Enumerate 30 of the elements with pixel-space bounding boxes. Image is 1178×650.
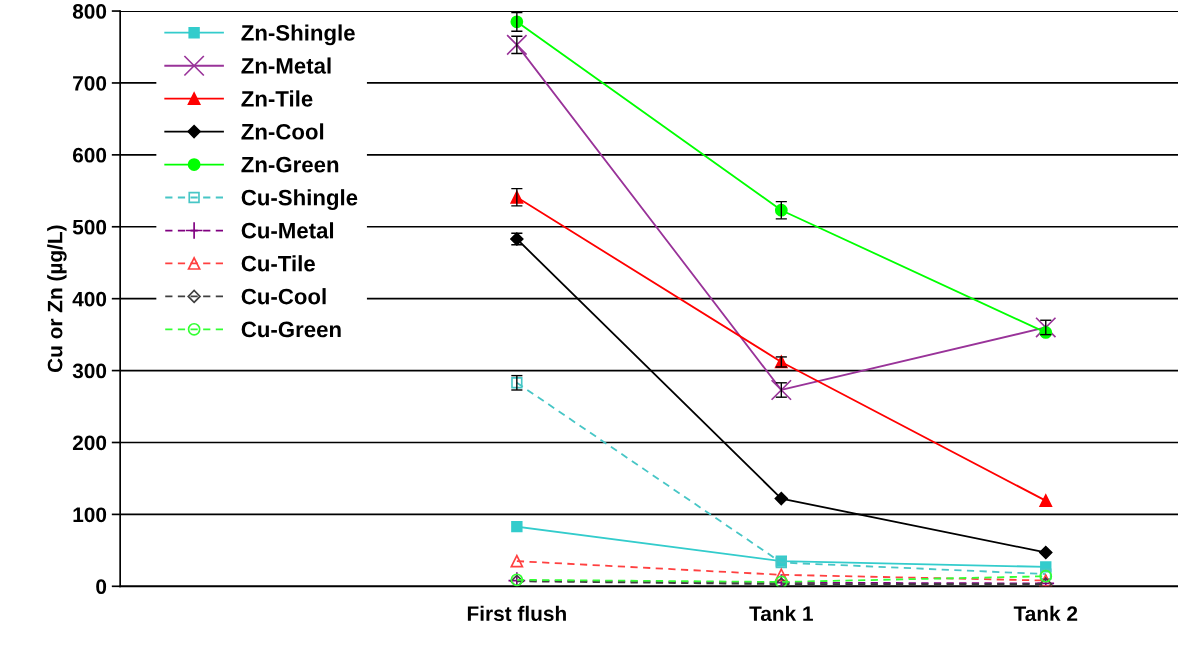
point — [770, 379, 792, 401]
y-axis-title: Cu or Zn (µg/L) — [47, 225, 67, 373]
legend-label: Cu-Shingle — [241, 189, 358, 210]
y-tick-label: 0 — [96, 579, 107, 595]
point — [774, 491, 789, 506]
y-tick-label: 100 — [73, 507, 107, 523]
point — [1039, 494, 1053, 508]
point — [510, 554, 524, 568]
legend-label: Zn-Tile — [241, 90, 313, 107]
legend-label: Cu-Cool — [241, 288, 326, 305]
y-tick-label: 300 — [72, 363, 107, 379]
legend-label: Cu-Tile — [241, 255, 315, 272]
legend-label: Zn-Metal — [241, 57, 331, 74]
x-tick-label: First flush — [467, 605, 566, 622]
legend-label: Cu-Green — [241, 321, 341, 338]
y-tick-label: 700 — [73, 75, 107, 91]
y-tick-label: 200 — [72, 435, 107, 451]
y-tick-label: 600 — [72, 147, 107, 163]
y-tick-label: 400 — [72, 291, 107, 307]
y-tick-label: 800 — [72, 4, 107, 19]
point — [774, 568, 788, 582]
legend-label: Cu-Metal — [241, 222, 334, 239]
x-tick-label: Tank 1 — [749, 605, 813, 622]
y-tick-label: 500 — [72, 219, 107, 235]
point — [511, 520, 523, 533]
legend-label: Zn-Green — [241, 156, 339, 173]
x-tick-label: Tank 2 — [1013, 605, 1078, 622]
point — [1039, 545, 1053, 560]
legend-label: Zn-Shingle — [241, 24, 355, 46]
legend-label: Zn-Cool — [241, 123, 324, 140]
